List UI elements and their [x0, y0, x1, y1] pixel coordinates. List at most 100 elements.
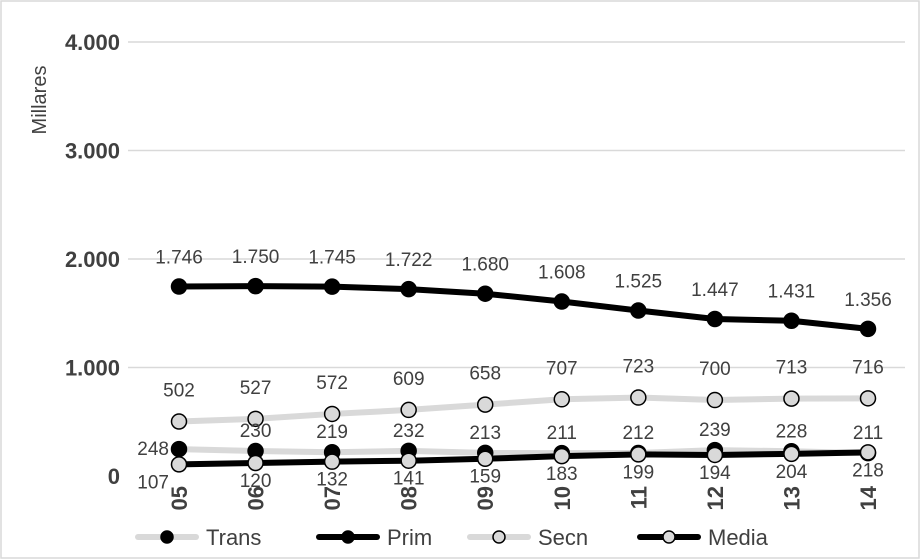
legend-label-media: Media [708, 525, 769, 550]
data-label-media: 183 [546, 464, 578, 485]
data-label-trans: 232 [393, 421, 425, 442]
legend-marker-prim [341, 530, 355, 544]
data-point-media [476, 450, 494, 467]
data-label-trans: 230 [240, 421, 272, 442]
data-label-trans: 219 [316, 422, 348, 443]
data-label-secn: 713 [776, 358, 808, 379]
data-point-media [323, 453, 341, 470]
data-label-prim: 1.356 [844, 290, 892, 311]
data-point-prim [323, 278, 341, 295]
data-label-media: 194 [699, 463, 731, 484]
data-point-media [630, 446, 647, 463]
data-label-secn: 609 [393, 369, 425, 390]
data-point-secn [859, 390, 877, 407]
y-axis-label: Millares [29, 66, 51, 135]
data-label-trans: 211 [547, 423, 577, 444]
y-tick-label: 2.000 [65, 247, 120, 272]
legend-marker-secn [492, 530, 506, 544]
y-tick-label: 3.000 [65, 139, 120, 164]
data-label-secn: 723 [622, 357, 654, 378]
data-label-trans: 248 [137, 439, 169, 460]
x-tick-label: 10 [550, 486, 575, 510]
x-tick-label: 12 [703, 486, 728, 510]
data-point-secn [400, 401, 417, 419]
data-label-prim: 1.447 [691, 280, 739, 301]
x-tick-label: 09 [473, 486, 498, 510]
data-label-prim: 1.525 [615, 272, 663, 293]
data-label-media: 199 [622, 462, 654, 483]
data-label-secn: 658 [469, 364, 501, 385]
gridlines [128, 41, 905, 369]
legend-marker-media [662, 530, 676, 544]
data-point-media [706, 446, 724, 464]
data-point-prim [476, 285, 494, 302]
legend: Trans Prim Secn Media [135, 525, 769, 550]
data-label-media: 159 [469, 467, 501, 488]
data-point-media [783, 445, 800, 463]
x-tick-label: 05 [167, 486, 192, 510]
x-tick-label: 08 [397, 486, 422, 510]
y-tick-label: 1.000 [65, 356, 120, 381]
data-point-secn [783, 390, 800, 407]
y-tick-label: 4.000 [65, 30, 120, 55]
data-label-prim: 1.745 [308, 248, 356, 269]
data-point-media [400, 452, 417, 469]
data-label-trans: 211 [853, 423, 883, 444]
data-label-secn: 502 [163, 381, 195, 402]
data-label-secn: 716 [852, 357, 884, 378]
data-point-prim [630, 302, 647, 319]
data-point-prim [706, 310, 724, 328]
data-label-media: 141 [393, 469, 425, 490]
data-label-prim: 1.750 [232, 247, 280, 268]
series-line-trans [176, 446, 871, 457]
data-point-prim [400, 280, 417, 298]
data-point-prim [553, 293, 571, 310]
data-point-media [553, 447, 571, 465]
data-label-trans: 212 [622, 423, 654, 444]
data-label-media: 218 [852, 460, 884, 481]
data-label-secn: 572 [316, 373, 348, 394]
series-line-prim [176, 283, 871, 332]
data-point-prim [247, 277, 264, 295]
data-point-secn [476, 396, 494, 413]
data-point-media [859, 444, 877, 461]
data-label-secn: 700 [699, 359, 731, 380]
data-label-trans: 239 [699, 420, 731, 441]
data-label-secn: 707 [546, 358, 578, 379]
data-point-media [247, 454, 264, 472]
data-label-prim: 1.746 [155, 248, 203, 269]
series-lines [170, 277, 877, 473]
data-point-secn [170, 413, 188, 430]
legend-label-prim: Prim [387, 525, 432, 550]
data-label-media: 107 [137, 472, 169, 493]
data-point-secn [706, 391, 724, 409]
x-tick-label: 11 [626, 486, 651, 509]
data-point-secn [247, 410, 264, 428]
x-tick-label: 14 [856, 485, 881, 510]
data-point-trans [170, 440, 188, 458]
legend-marker-trans [160, 530, 174, 544]
data-point-secn [323, 405, 341, 423]
data-label-prim: 1.431 [768, 282, 816, 303]
legend-label-secn: Secn [538, 525, 588, 550]
data-label-media: 120 [240, 471, 272, 492]
data-point-media [170, 456, 188, 473]
data-point-prim [783, 312, 800, 329]
data-label-prim: 1.680 [461, 255, 509, 276]
data-label-media: 132 [316, 470, 348, 491]
data-label-trans: 228 [776, 421, 808, 442]
data-point-secn [553, 391, 571, 408]
y-tick-label: 0 [108, 464, 120, 489]
x-tick-label: 07 [320, 486, 345, 510]
y-axis-ticks: 0 1.000 2.000 3.000 4.000 [65, 30, 120, 489]
series-line-media [176, 449, 871, 468]
x-axis-ticks: 05 06 07 08 09 10 11 12 13 14 [167, 485, 881, 510]
data-label-secn: 527 [240, 378, 272, 399]
series-line-secn [176, 394, 871, 425]
legend-label-trans: Trans [206, 525, 261, 550]
data-label-trans: 213 [469, 423, 501, 444]
x-tick-label: 13 [779, 486, 804, 510]
